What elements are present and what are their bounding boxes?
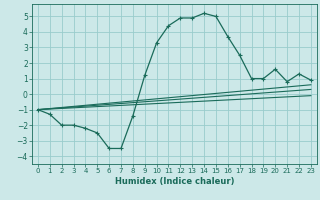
X-axis label: Humidex (Indice chaleur): Humidex (Indice chaleur) bbox=[115, 177, 234, 186]
